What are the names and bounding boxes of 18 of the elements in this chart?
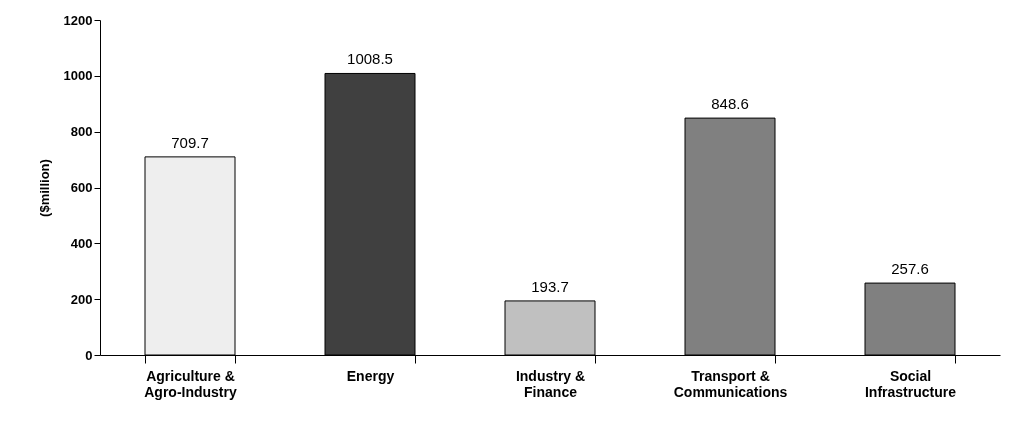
data-label: 1008.5 xyxy=(347,50,393,68)
y-tick-label: 800 xyxy=(70,124,93,140)
data-label: 193.7 xyxy=(531,277,569,295)
x-tick-label: Social Infrastructure xyxy=(864,367,957,400)
y-axis-title: ($million) xyxy=(36,159,52,217)
x-tick-label: Transport & Communications xyxy=(673,367,788,400)
y-tick-label: 1200 xyxy=(63,12,93,28)
data-label: 257.6 xyxy=(891,260,929,278)
x-tick-label: Agriculture & Agro-Industry xyxy=(144,367,237,400)
x-tick-label: Industry & Finance xyxy=(515,367,586,400)
data-label: 848.6 xyxy=(711,95,749,113)
y-tick-label: 0 xyxy=(85,347,93,363)
y-tick-label: 600 xyxy=(70,180,93,195)
data-label: 709.7 xyxy=(171,133,209,151)
y-tick-label: 400 xyxy=(70,235,93,251)
y-tick-label: 1000 xyxy=(63,68,93,84)
x-tick-label: Energy xyxy=(346,367,395,384)
y-tick-label: 200 xyxy=(70,291,93,307)
